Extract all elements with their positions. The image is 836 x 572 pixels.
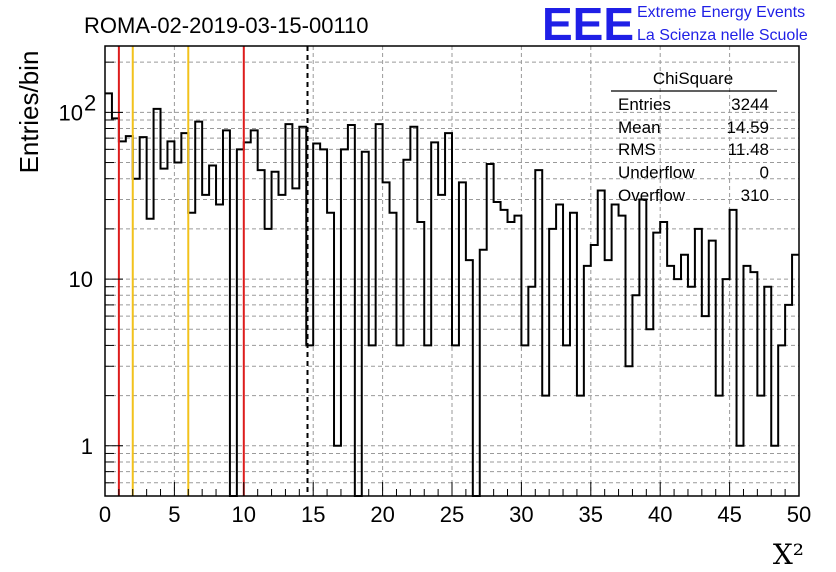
x-tick-label: 50 <box>787 502 811 527</box>
stats-label-underflow: Underflow <box>618 163 695 182</box>
x-tick-label: 0 <box>99 502 111 527</box>
stats-label-rms: RMS <box>618 140 656 159</box>
y-tick-label: 10 <box>59 100 83 125</box>
histogram-series <box>105 92 799 497</box>
stats-title: ChiSquare <box>653 69 733 88</box>
eee-logo: EEE <box>542 0 634 50</box>
x-tick-label: 15 <box>301 502 325 527</box>
histogram-outline <box>105 92 799 497</box>
y-tick-label: 1 <box>81 434 93 459</box>
reference-lines <box>117 46 309 496</box>
x-tick-label: 35 <box>579 502 603 527</box>
stats-value-entries: 3244 <box>731 95 769 114</box>
x-tick-label: 30 <box>509 502 533 527</box>
x-tick-label: 5 <box>168 502 180 527</box>
stats-value-underflow: 0 <box>760 163 769 182</box>
stats-box: ChiSquare Entries 3244 Mean 14.59 RMS 11… <box>611 69 777 205</box>
stats-label-overflow: Overflow <box>618 186 686 205</box>
run-title: ROMA-02-2019-03-15-00110 <box>84 13 369 38</box>
stats-value-overflow: 310 <box>741 186 769 205</box>
x-tick-label: 10 <box>232 502 256 527</box>
axis-ticks <box>104 61 800 497</box>
logo-line-1: Extreme Energy Events <box>637 4 805 21</box>
x-axis-label: X² <box>773 538 804 571</box>
x-tick-label: 40 <box>648 502 672 527</box>
y-tick-label: 10 <box>69 267 93 292</box>
x-tick-label: 45 <box>717 502 741 527</box>
x-tick-label: 20 <box>370 502 394 527</box>
y-axis-label: Entries/bin <box>14 51 44 174</box>
logo-line-2: La Scienza nelle Scuole <box>637 27 808 44</box>
stats-value-mean: 14.59 <box>726 118 769 137</box>
stats-label-entries: Entries <box>618 95 671 114</box>
stats-value-rms: 11.48 <box>728 140 769 159</box>
stats-label-mean: Mean <box>618 118 661 137</box>
y-tick-exponent: 2 <box>84 90 96 115</box>
x-tick-label: 25 <box>440 502 464 527</box>
